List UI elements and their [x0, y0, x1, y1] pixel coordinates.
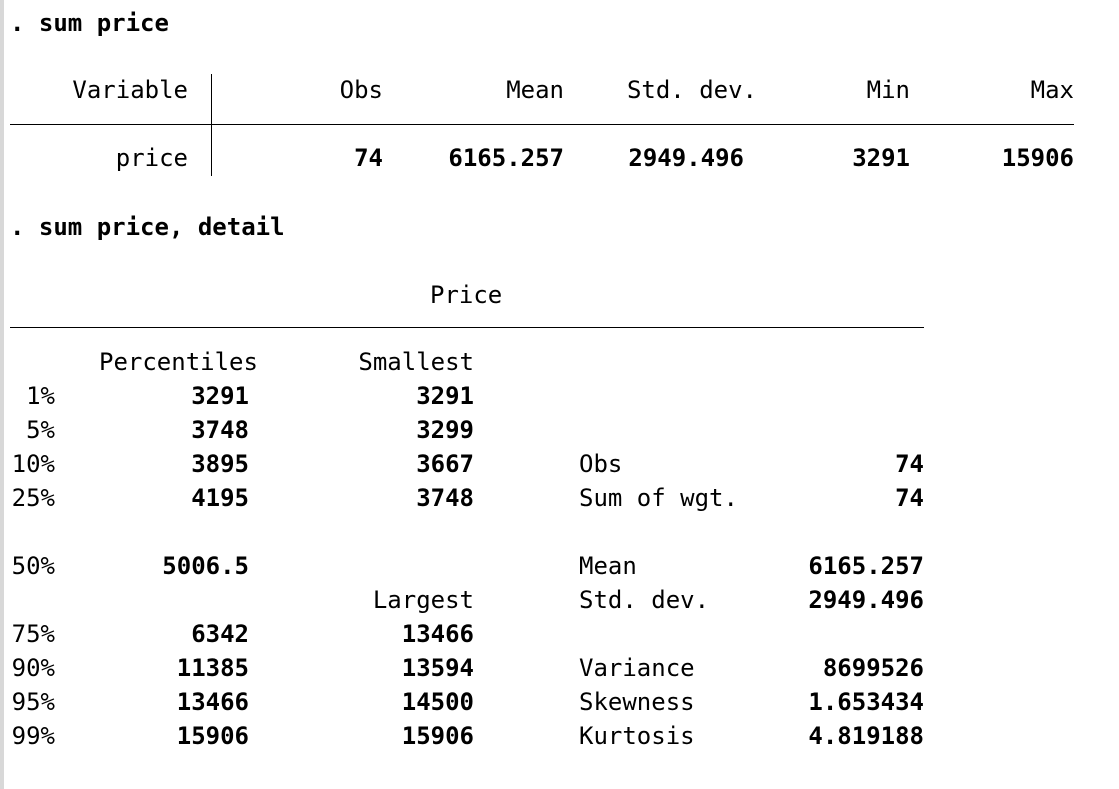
stat-value-sum-of-wgt: 74: [895, 484, 924, 512]
row-mean: 6165.257: [448, 144, 564, 172]
stat-value-mean: 6165.257: [808, 552, 924, 580]
detail-title: Price: [430, 281, 503, 309]
largest-value: 13466: [401, 620, 474, 648]
percentiles-header: Percentiles: [99, 348, 258, 376]
percentile-value: 13466: [176, 688, 249, 716]
row-variable-name: price: [115, 144, 188, 172]
percentile-value: 4195: [191, 484, 249, 512]
smallest-value: 3748: [416, 484, 474, 512]
row-max: 15906: [1001, 144, 1074, 172]
percentile-label: 10%: [11, 450, 55, 478]
smallest-value: 3291: [416, 382, 474, 410]
percentile-label: 75%: [11, 620, 55, 648]
stat-label-std-dev: Std. dev.: [579, 586, 710, 614]
command-sum-price: . sum price: [10, 9, 169, 37]
header-std-dev: Std. dev.: [626, 76, 757, 104]
percentile-label: 25%: [11, 484, 55, 512]
row-min: 3291: [852, 144, 910, 172]
smallest-value: 3299: [416, 416, 474, 444]
results-window-left-border: [0, 0, 4, 789]
summary-header-rule: [10, 124, 1074, 125]
smallest-header: Smallest: [358, 348, 474, 376]
largest-value: 15906: [401, 722, 474, 750]
largest-header: Largest: [372, 586, 474, 614]
stat-value-obs: 74: [895, 450, 924, 478]
stat-label-obs: Obs: [579, 450, 623, 478]
detail-title-rule: [10, 327, 924, 328]
summary-column-divider: [211, 74, 212, 176]
stat-label-kurtosis: Kurtosis: [579, 722, 695, 750]
header-min: Min: [866, 76, 910, 104]
header-mean: Mean: [506, 76, 564, 104]
stat-label-variance: Variance: [579, 654, 695, 682]
percentile-label: 95%: [11, 688, 55, 716]
row-obs: 74: [354, 144, 383, 172]
command-sum-price-detail: . sum price, detail: [10, 213, 285, 241]
largest-value: 14500: [401, 688, 474, 716]
percentile-label: 90%: [11, 654, 55, 682]
header-variable: Variable: [72, 76, 188, 104]
stat-label-sum-of-wgt: Sum of wgt.: [579, 484, 738, 512]
largest-value: 13594: [401, 654, 474, 682]
percentile-label: 1%: [26, 382, 55, 410]
percentile-value: 5006.5: [162, 552, 249, 580]
stat-value-variance: 8699526: [822, 654, 924, 682]
percentile-label: 5%: [26, 416, 55, 444]
stat-value-skewness: 1.653434: [808, 688, 924, 716]
percentile-value: 15906: [176, 722, 249, 750]
percentile-value: 6342: [191, 620, 249, 648]
smallest-value: 3667: [416, 450, 474, 478]
header-max: Max: [1030, 76, 1074, 104]
percentile-label: 99%: [11, 722, 55, 750]
percentile-value: 3291: [191, 382, 249, 410]
percentile-value: 11385: [176, 654, 249, 682]
percentile-value: 3895: [191, 450, 249, 478]
stat-label-mean: Mean: [579, 552, 637, 580]
stat-label-skewness: Skewness: [579, 688, 695, 716]
percentile-value: 3748: [191, 416, 249, 444]
row-std-dev: 2949.496: [628, 144, 744, 172]
stat-value-kurtosis: 4.819188: [808, 722, 924, 750]
header-obs: Obs: [339, 76, 383, 104]
stat-value-std-dev: 2949.496: [808, 586, 924, 614]
percentile-label: 50%: [11, 552, 55, 580]
